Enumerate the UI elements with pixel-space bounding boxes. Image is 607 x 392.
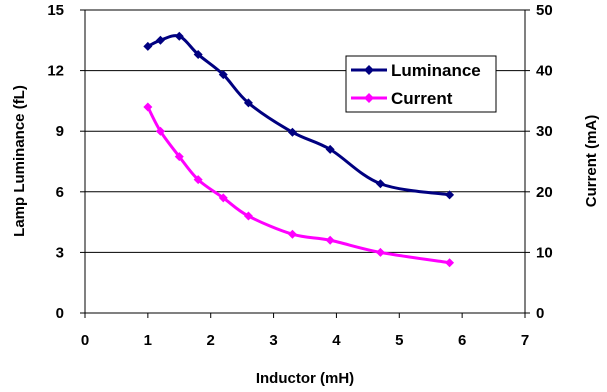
- series-line-luminance: [147, 34, 450, 197]
- y-axis-left: 0 3 6 9 12 15: [47, 2, 85, 322]
- data-point-current-7: [325, 235, 335, 245]
- data-point-current-8: [375, 247, 385, 257]
- legend-box: [345, 55, 497, 113]
- y2-tick-label-2: 20: [536, 184, 553, 201]
- y2-tick-label-0: 0: [536, 305, 544, 322]
- data-point-luminance-3: [193, 49, 203, 59]
- y2-axis-title: Current (mA): [583, 115, 600, 208]
- y2-tick-label-1: 10: [536, 244, 553, 261]
- y2-tick-label-4: 40: [536, 63, 553, 80]
- legend: Luminance Current: [345, 55, 497, 113]
- data-point-luminance-9: [445, 190, 455, 200]
- plot-area: [84, 9, 526, 314]
- y-axis-title: Lamp Luminance (fL): [11, 85, 28, 237]
- x-tick-label-6: 6: [458, 332, 466, 349]
- x-tick-label-2: 2: [207, 332, 215, 349]
- series-line-current: [146, 106, 450, 265]
- data-point-luminance-4: [218, 70, 228, 80]
- legend-marker-luminance: [364, 65, 374, 75]
- x-tick-label-7: 7: [521, 332, 529, 349]
- data-point-current-2: [174, 152, 184, 162]
- data-point-current-6: [287, 229, 297, 239]
- data-point-current-9: [445, 258, 455, 268]
- data-point-luminance-2: [174, 31, 184, 41]
- legend-label-current: Current: [391, 89, 453, 108]
- data-point-luminance-0: [143, 41, 153, 51]
- y-tick-label-2: 6: [56, 184, 64, 201]
- y-tick-label-1: 3: [56, 244, 64, 261]
- data-point-luminance-5: [243, 98, 253, 108]
- y2-tick-label-5: 50: [536, 2, 553, 19]
- y-tick-label-3: 9: [56, 123, 64, 140]
- x-tick-label-4: 4: [332, 332, 341, 349]
- data-point-current-1: [155, 126, 165, 136]
- y2-tick-label-3: 30: [536, 123, 553, 140]
- legend-marker-current: [364, 93, 374, 103]
- y-axis-right: 0 10 20 30 40 50: [525, 2, 553, 322]
- x-axis-title: Inductor (mH): [256, 370, 354, 387]
- data-point-luminance-8: [375, 179, 385, 189]
- series-layer: [143, 31, 455, 268]
- x-tick-label-0: 0: [81, 332, 89, 349]
- x-tick-label-1: 1: [144, 332, 152, 349]
- x-axis: 0 1 2 3 4 5 6 7: [81, 313, 529, 349]
- data-point-current-3: [193, 175, 203, 185]
- data-point-luminance-6: [287, 127, 297, 137]
- legend-label-luminance: Luminance: [391, 61, 481, 80]
- data-point-luminance-1: [155, 35, 165, 45]
- x-tick-label-3: 3: [269, 332, 277, 349]
- data-point-current-5: [243, 211, 253, 221]
- y-tick-label-0: 0: [56, 305, 64, 322]
- x-tick-label-5: 5: [395, 332, 403, 349]
- y-tick-label-5: 15: [47, 2, 64, 19]
- data-point-current-4: [218, 193, 228, 203]
- y-tick-label-4: 12: [47, 63, 64, 80]
- data-point-luminance-7: [325, 144, 335, 154]
- data-point-current-0: [143, 102, 153, 112]
